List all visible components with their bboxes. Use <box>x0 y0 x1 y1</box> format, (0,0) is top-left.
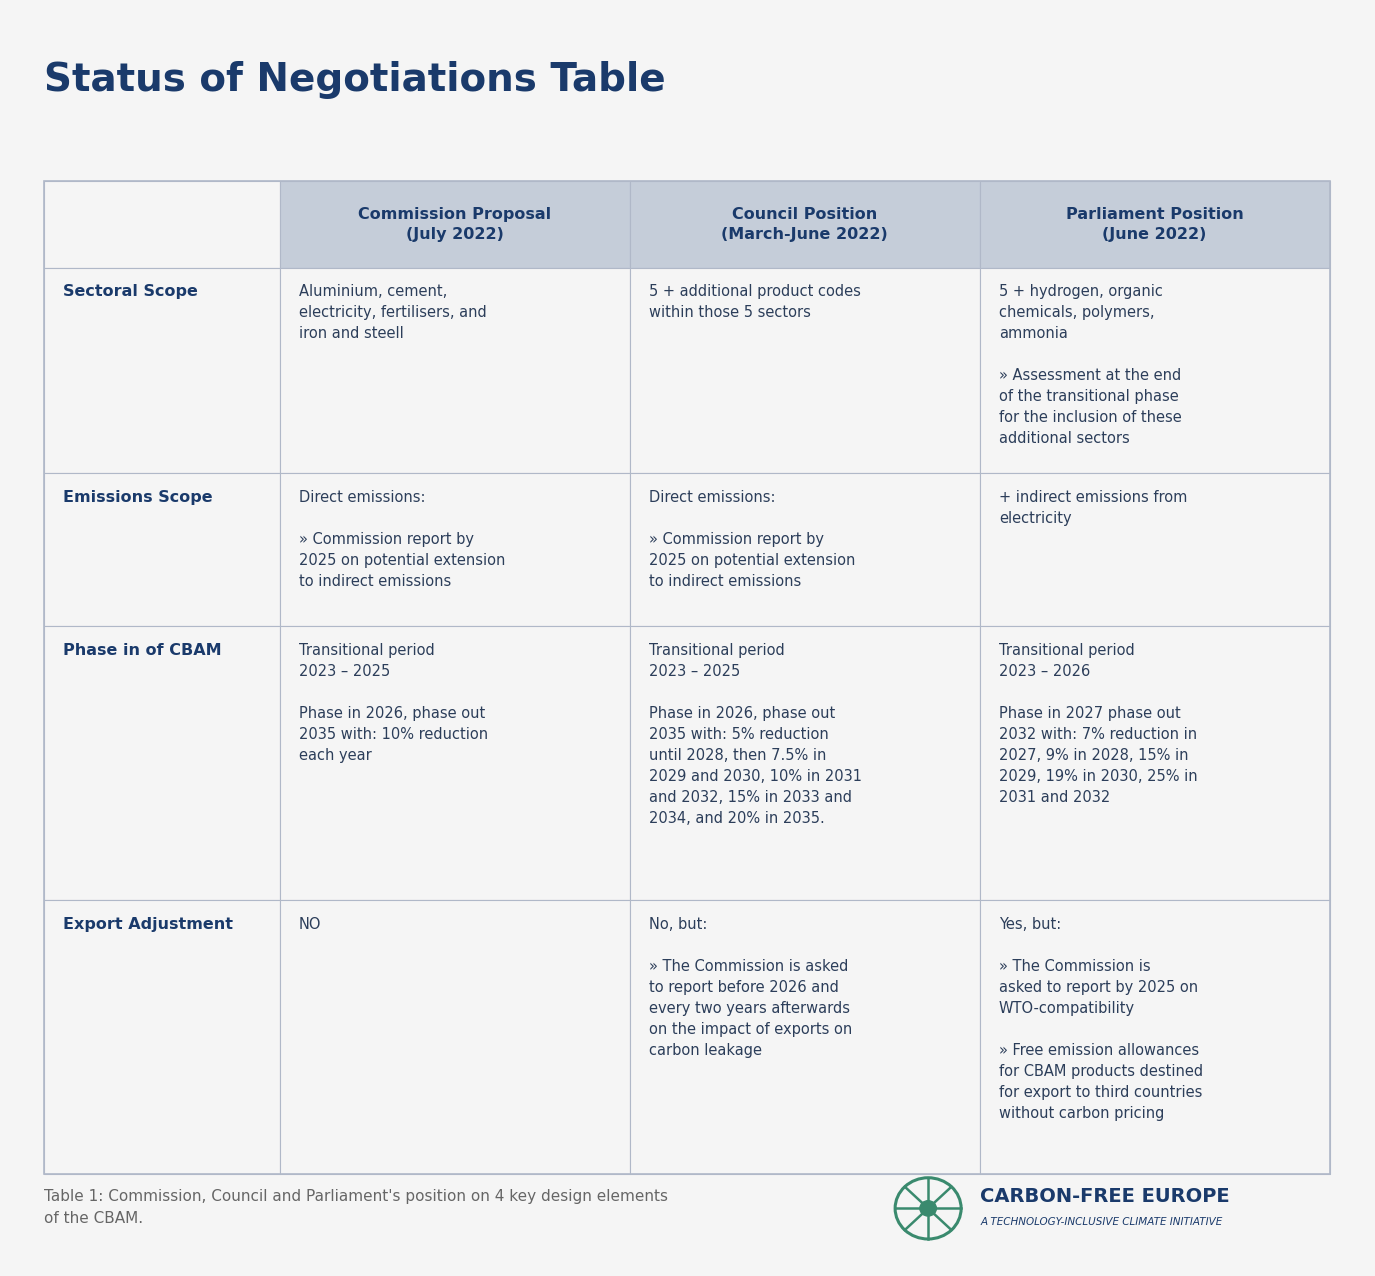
Text: Table 1: Commission, Council and Parliament's position on 4 key design elements
: Table 1: Commission, Council and Parliam… <box>44 1189 668 1226</box>
Circle shape <box>920 1201 936 1216</box>
Bar <box>44 268 279 473</box>
Text: Phase in of CBAM: Phase in of CBAM <box>63 643 221 657</box>
Bar <box>279 473 630 627</box>
Bar <box>44 900 279 1174</box>
Bar <box>979 181 1330 268</box>
Bar <box>630 627 979 900</box>
Bar <box>279 181 630 268</box>
Bar <box>44 181 279 268</box>
Text: Transitional period
2023 – 2025

Phase in 2026, phase out
2035 with: 10% reducti: Transitional period 2023 – 2025 Phase in… <box>298 643 488 763</box>
Bar <box>279 268 630 473</box>
Bar <box>44 627 279 900</box>
Bar <box>279 900 630 1174</box>
Bar <box>630 181 979 268</box>
Text: Status of Negotiations Table: Status of Negotiations Table <box>44 61 665 100</box>
Text: Emissions Scope: Emissions Scope <box>63 490 213 505</box>
Text: A TECHNOLOGY-INCLUSIVE CLIMATE INITIATIVE: A TECHNOLOGY-INCLUSIVE CLIMATE INITIATIV… <box>980 1217 1222 1228</box>
Text: Transitional period
2023 – 2025

Phase in 2026, phase out
2035 with: 5% reductio: Transitional period 2023 – 2025 Phase in… <box>649 643 862 826</box>
Text: NO: NO <box>298 916 322 931</box>
Text: + indirect emissions from
electricity: + indirect emissions from electricity <box>998 490 1187 526</box>
Text: 5 + hydrogen, organic
chemicals, polymers,
ammonia

» Assessment at the end
of t: 5 + hydrogen, organic chemicals, polymer… <box>998 285 1181 447</box>
Bar <box>979 627 1330 900</box>
Text: Transitional period
2023 – 2026

Phase in 2027 phase out
2032 with: 7% reduction: Transitional period 2023 – 2026 Phase in… <box>998 643 1198 804</box>
Bar <box>979 900 1330 1174</box>
Text: Direct emissions:

» Commission report by
2025 on potential extension
to indirec: Direct emissions: » Commission report by… <box>298 490 505 588</box>
Text: Export Adjustment: Export Adjustment <box>63 916 234 931</box>
Bar <box>279 627 630 900</box>
Text: Council Position
(March-June 2022): Council Position (March-June 2022) <box>722 207 888 241</box>
Text: CARBON-FREE EUROPE: CARBON-FREE EUROPE <box>980 1188 1231 1206</box>
Text: Commission Proposal
(July 2022): Commission Proposal (July 2022) <box>358 207 551 241</box>
Bar <box>630 268 979 473</box>
Text: Parliament Position
(June 2022): Parliament Position (June 2022) <box>1066 207 1243 241</box>
Text: Sectoral Scope: Sectoral Scope <box>63 285 198 299</box>
Bar <box>44 473 279 627</box>
Text: Yes, but:

» The Commission is
asked to report by 2025 on
WTO-compatibility

» F: Yes, but: » The Commission is asked to r… <box>998 916 1203 1120</box>
Text: Direct emissions:

» Commission report by
2025 on potential extension
to indirec: Direct emissions: » Commission report by… <box>649 490 855 588</box>
Text: 5 + additional product codes
within those 5 sectors: 5 + additional product codes within thos… <box>649 285 861 320</box>
Bar <box>44 181 1330 1174</box>
Bar <box>630 900 979 1174</box>
Text: No, but:

» The Commission is asked
to report before 2026 and
every two years af: No, but: » The Commission is asked to re… <box>649 916 852 1058</box>
Bar <box>630 473 979 627</box>
Bar <box>979 268 1330 473</box>
Bar <box>979 473 1330 627</box>
Text: Aluminium, cement,
electricity, fertilisers, and
iron and steell: Aluminium, cement, electricity, fertilis… <box>298 285 487 341</box>
